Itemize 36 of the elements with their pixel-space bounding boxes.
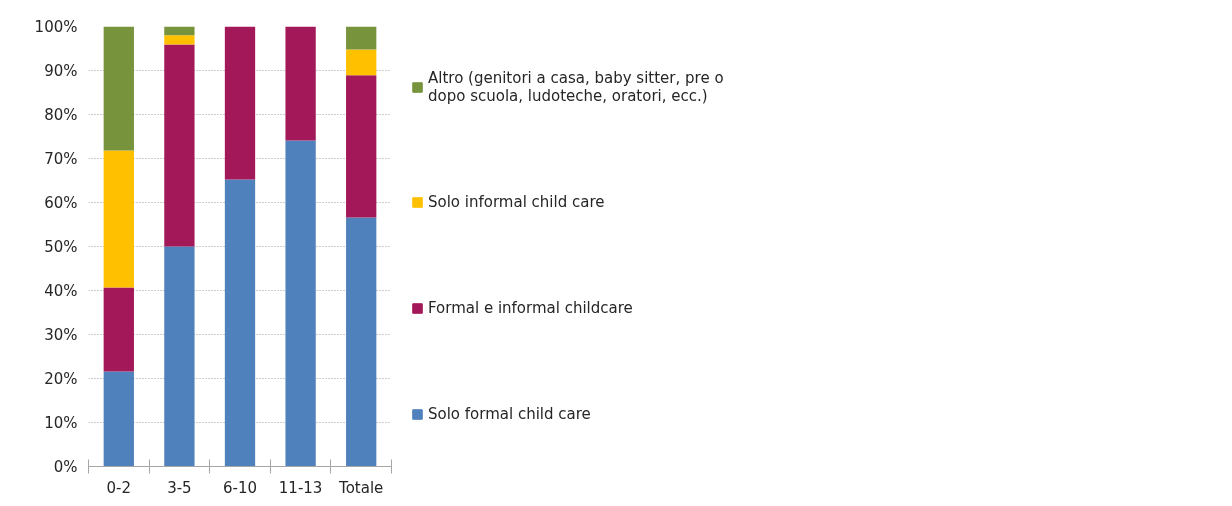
bar	[346, 75, 377, 218]
y-tick-label: 90%	[44, 61, 78, 80]
x-tick-label: 6-10	[222, 478, 258, 497]
legend-label: Altro (genitori a casa, baby sitter, pre o dopo scuola, ludoteche, oratori, ecc.)	[428, 69, 724, 105]
bar	[346, 26, 377, 50]
bar	[164, 26, 195, 36]
x-tick-label: 0-2	[106, 478, 132, 497]
bar	[164, 44, 195, 247]
y-tick-label: 20%	[44, 369, 78, 388]
bar	[103, 371, 134, 467]
bar	[224, 179, 256, 467]
legend-label: Solo formal child care	[428, 405, 591, 423]
legend-label: Formal e informal childcare	[428, 299, 633, 317]
y-tick-label: 30%	[44, 325, 78, 344]
y-tick-label: 50%	[44, 237, 78, 256]
x-tick-label: 3-5	[167, 478, 192, 497]
x-tick-label: 11-13	[278, 478, 323, 497]
y-tick-label: 60%	[44, 193, 78, 212]
bar	[285, 26, 316, 141]
y-tick-label: 100%	[34, 17, 78, 36]
bar	[346, 49, 377, 76]
bar	[103, 287, 134, 372]
bar	[346, 217, 377, 467]
x-tick-label: Totale	[338, 478, 384, 497]
y-tick-label: 40%	[44, 281, 78, 300]
bar	[285, 140, 316, 467]
bar	[103, 26, 134, 151]
y-tick-label: 0%	[53, 457, 78, 476]
legend-label: Solo informal child care	[428, 193, 605, 211]
y-tick-label: 70%	[44, 149, 78, 168]
bar	[164, 246, 195, 467]
y-tick-label: 10%	[44, 413, 78, 432]
bar	[224, 26, 256, 180]
bar	[103, 150, 134, 288]
bar	[164, 35, 195, 45]
y-tick-label: 80%	[44, 105, 78, 124]
